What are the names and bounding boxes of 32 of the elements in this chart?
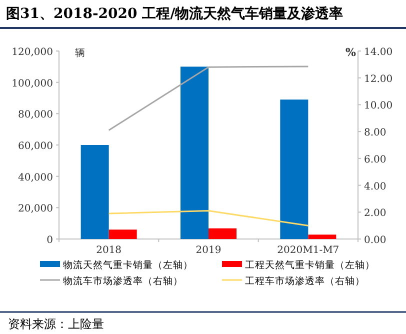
bar (108, 230, 137, 239)
y2-tick-label: 8.00 (364, 128, 386, 139)
y2-tick-label: 12.00 (364, 74, 393, 85)
y-tick-label: 0 (46, 235, 53, 246)
y-tick-label: 60,000 (18, 141, 53, 152)
y-tick-label: 80,000 (18, 110, 53, 121)
y2-tick-label: 0.00 (364, 235, 386, 246)
bar (208, 228, 236, 239)
legend-label: 物流车市场渗透率（右轴） (63, 275, 183, 287)
bar (180, 66, 208, 239)
legend-label: 工程车市场渗透率（右轴） (245, 275, 365, 287)
bar (308, 234, 336, 239)
text: 资料来源：上险量 (8, 317, 104, 331)
y2-tick-label: 2.00 (364, 208, 386, 220)
chart-title: 图31、2018-2020 工程/物流天然气车销量及渗透率 (6, 5, 344, 22)
y2-tick-label: 4.00 (364, 181, 386, 192)
legend-label: 工程天然气重卡销量（左轴） (245, 259, 375, 271)
y-axis-title: 辆 (75, 47, 85, 59)
y-tick-label: 40,000 (18, 172, 53, 184)
y-tick-label: 120,000 (12, 47, 53, 58)
y2-axis-title: % (346, 46, 357, 59)
y-tick-label: 20,000 (18, 204, 53, 215)
y2-tick-label: 6.00 (364, 154, 386, 166)
bar (280, 100, 308, 239)
x-tick-label: 2018 (96, 245, 122, 256)
bar (80, 145, 109, 239)
y2-tick-label: 10.00 (364, 100, 393, 112)
legend-label: 物流天然气重卡销量（左轴） (63, 259, 193, 271)
x-tick-label: 2019 (196, 245, 222, 256)
x-tick-label: 2020M1-M7 (277, 245, 340, 256)
y2-tick-label: 14.00 (364, 47, 393, 58)
y-tick-label: 100,000 (12, 78, 53, 90)
